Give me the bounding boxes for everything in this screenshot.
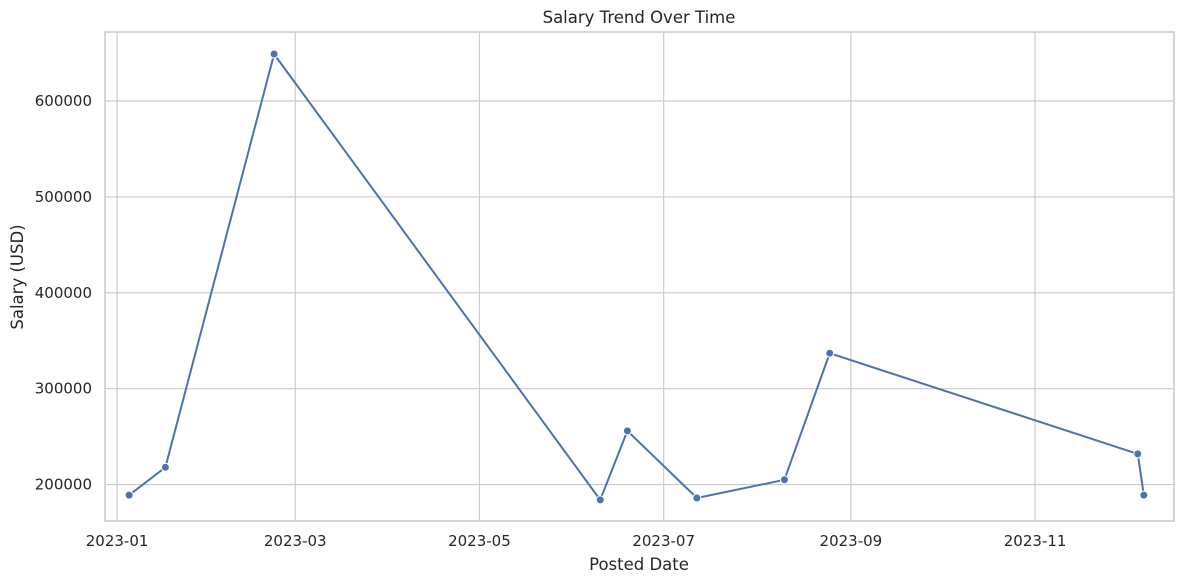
x-gridlines [116, 32, 1036, 521]
data-point [779, 475, 789, 485]
y-gridlines [105, 100, 1174, 486]
y-tick-label: 400000 [35, 284, 92, 302]
data-point [622, 426, 632, 436]
y-tick-label: 500000 [35, 188, 92, 206]
x-tick-label: 2023-01 [86, 532, 149, 550]
data-point [595, 495, 605, 505]
x-tick-label: 2023-09 [820, 532, 883, 550]
x-tick-label: 2023-11 [1004, 532, 1067, 550]
series-salary [124, 49, 1149, 505]
data-point [269, 49, 279, 59]
y-tick-label: 200000 [35, 476, 92, 494]
y-tick-labels: 200000 300000 400000 500000 600000 [35, 92, 92, 494]
x-tick-labels: 2023-01 2023-03 2023-05 2023-07 2023-09 2023-… [86, 532, 1067, 550]
data-point [825, 348, 835, 358]
series-line [128, 53, 1145, 501]
data-point [1139, 490, 1149, 500]
data-point [1133, 449, 1143, 459]
x-tick-label: 2023-05 [448, 532, 511, 550]
x-tick-label: 2023-07 [632, 532, 695, 550]
y-tick-label: 600000 [35, 92, 92, 110]
data-point [160, 462, 170, 472]
chart-title: Salary Trend Over Time [543, 8, 736, 27]
x-axis-label: Posted Date [589, 555, 689, 574]
y-axis-label: Salary (USD) [8, 224, 27, 329]
y-tick-label: 300000 [35, 380, 92, 398]
x-tick-label: 2023-03 [264, 532, 327, 550]
data-point [692, 493, 702, 503]
data-point [124, 490, 134, 500]
plot-frame [104, 31, 1175, 522]
